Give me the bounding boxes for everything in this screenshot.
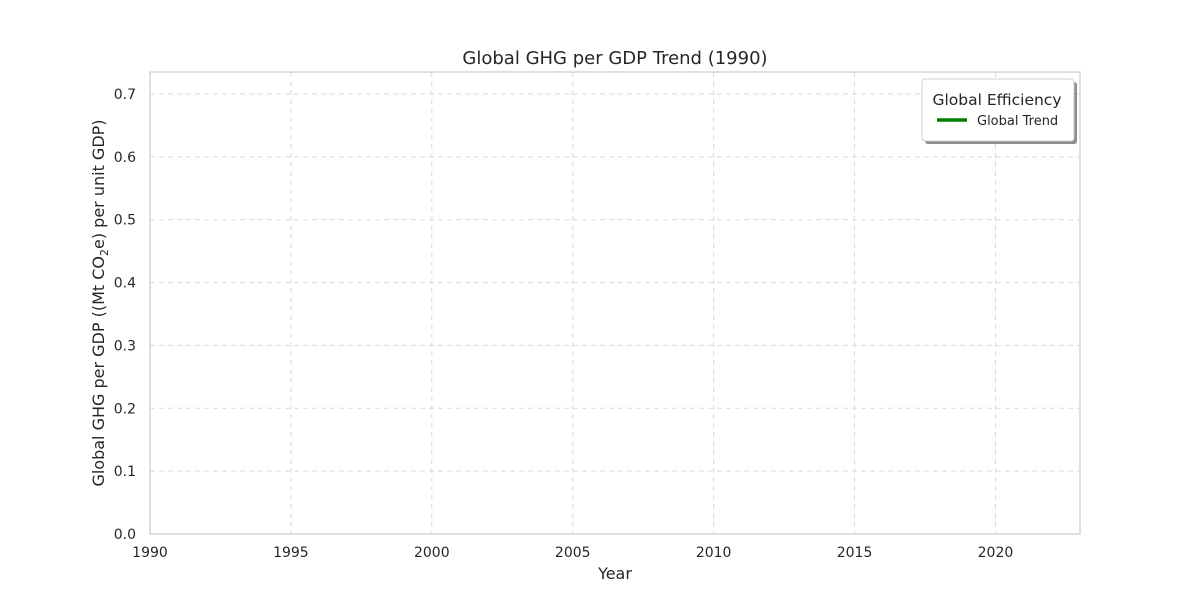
x-tick-label: 1990: [132, 545, 168, 561]
plot-area: [149, 71, 1081, 535]
x-axis-label: Year: [597, 564, 632, 583]
y-tick-label: 0.5: [114, 213, 136, 229]
chart-title: Global GHG per GDP Trend (1990): [462, 48, 767, 69]
x-tick-label: 2000: [414, 545, 450, 561]
x-tick-label: 2015: [837, 545, 873, 561]
grid-lines: [150, 72, 1080, 534]
legend-box: [921, 78, 1075, 142]
y-tick-label: 0.7: [114, 87, 136, 103]
x-axis-ticks: 1990 1995 2000 2005 2010 2015 2020: [132, 545, 1013, 561]
legend-title: Global Efficiency: [932, 91, 1061, 109]
y-tick-label: 0.3: [114, 338, 136, 354]
x-tick-label: 2005: [555, 545, 591, 561]
y-tick-label: 0.1: [114, 464, 136, 480]
x-tick-label: 1995: [273, 545, 309, 561]
x-tick-label: 2010: [696, 545, 732, 561]
y-tick-label: 0.2: [114, 401, 136, 417]
legend: Global Efficiency Global Trend: [921, 78, 1077, 144]
y-tick-label: 0.6: [114, 150, 136, 166]
legend-label-global-trend: Global Trend: [977, 114, 1058, 129]
y-axis-ticks: 0.0 0.1 0.2 0.3 0.4 0.5 0.6 0.7: [114, 87, 136, 543]
y-axis-label-rest: e) per unit GDP): [89, 119, 108, 249]
y-axis-label: Global GHG per GDP ((Mt CO2e) per unit G…: [89, 119, 111, 486]
y-axis-label-main: Global GHG per GDP ((Mt CO: [89, 256, 108, 487]
y-tick-label: 0.4: [114, 276, 136, 292]
y-axis-label-subscript: 2: [98, 249, 111, 256]
y-tick-label: 0.0: [114, 527, 136, 543]
x-tick-label: 2020: [978, 545, 1014, 561]
